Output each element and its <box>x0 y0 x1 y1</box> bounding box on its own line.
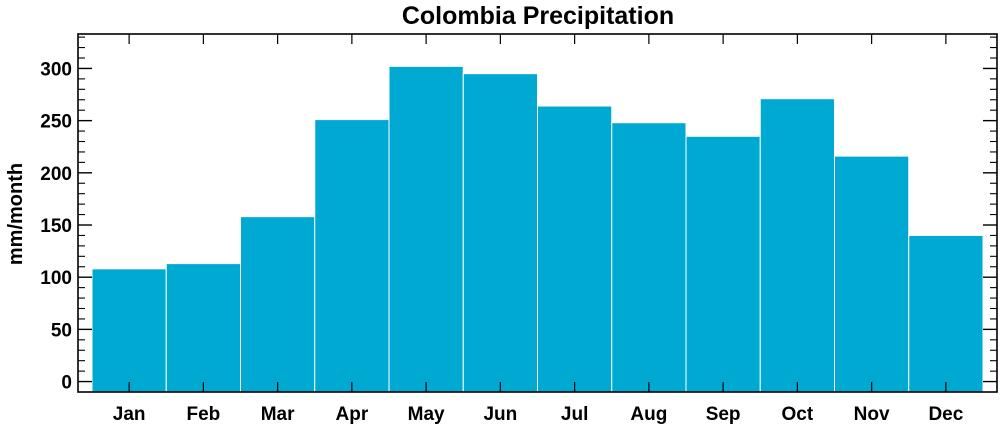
bar-sep <box>685 135 761 393</box>
plot-frame <box>77 33 998 393</box>
x-tick-label-dec: Dec <box>928 404 963 425</box>
chart-title: Colombia Precipitation <box>402 2 674 30</box>
bar-apr <box>314 119 390 393</box>
bar-dec <box>908 234 984 393</box>
y-axis-label: mm/month <box>5 163 27 265</box>
bar-oct <box>759 98 835 393</box>
x-tick-label-mar: Mar <box>261 404 295 425</box>
x-tick-label-may: May <box>408 404 445 425</box>
bar-feb <box>165 263 241 393</box>
bar-nov <box>834 155 910 393</box>
x-tick-label-nov: Nov <box>854 404 890 425</box>
x-tick-label-oct: Oct <box>782 404 814 425</box>
y-tick-label: 50 <box>51 320 72 341</box>
x-tick-label-feb: Feb <box>186 404 220 425</box>
x-tick-label-jul: Jul <box>561 404 588 425</box>
bar-jan <box>91 268 167 393</box>
y-tick-label: 150 <box>40 216 72 237</box>
labels-layer: 0 50 100 150 200 250 300 Jan Feb Mar Apr May Jun Jul A… <box>40 59 963 425</box>
axes-layer <box>77 33 998 393</box>
y-tick-label: 200 <box>40 164 72 185</box>
x-tick-label-jan: Jan <box>113 404 146 425</box>
bar-aug <box>611 122 687 393</box>
y-tick-label: 250 <box>40 112 72 133</box>
x-tick-label-aug: Aug <box>630 404 667 425</box>
bar-jun <box>462 73 538 393</box>
y-tick-label: 300 <box>40 59 72 80</box>
x-tick-label-jun: Jun <box>483 404 517 425</box>
bars-layer <box>91 65 984 393</box>
bar-jul <box>537 105 613 393</box>
y-tick-label: 100 <box>40 268 72 289</box>
y-tick-label: 0 <box>61 373 72 394</box>
bar-mar <box>240 216 316 393</box>
bar-may <box>388 65 464 393</box>
x-tick-label-apr: Apr <box>336 404 369 425</box>
x-tick-label-sep: Sep <box>706 404 741 425</box>
